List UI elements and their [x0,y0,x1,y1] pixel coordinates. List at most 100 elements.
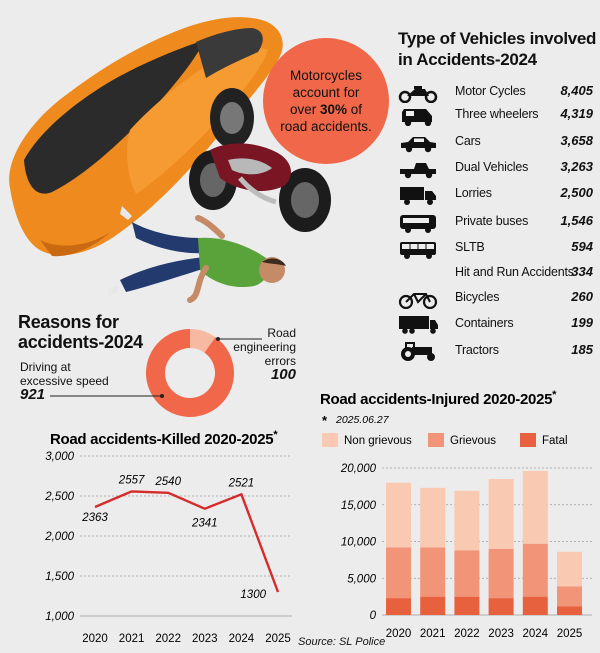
vehicle-label: Cars [455,134,481,148]
killed-x-tick: 2023 [192,633,218,645]
killed-y-tick: 1,500 [45,571,74,583]
legend-label: Grievous [450,435,496,447]
vehicle-row: Private buses 1,546 [398,211,593,235]
injured-x-ticks: 2020 2021 2022 2023 2024 2025 [386,628,583,640]
killed-data-label: 1300 [240,589,266,601]
vehicle-row: Bicycles 260 [398,287,593,311]
legend-swatch [322,433,338,447]
killed-x-tick: 2024 [229,633,255,645]
injured-bar-non-grievous [420,487,446,548]
bicycle-icon [398,289,438,310]
injured-y-tick: 10,000 [341,537,377,549]
legend-label: Fatal [542,435,568,447]
speed-value: 921 [20,386,46,403]
vehicle-row: Three wheelers 4,319 [398,104,593,128]
road-value: 100 [270,366,296,383]
vehicle-label: Three wheelers [455,107,539,121]
injured-bar-grievous [488,548,514,599]
reasons-title: Reasons for accidents-2024 [18,312,143,352]
bubble-line-4: road accidents. [280,119,372,134]
lorry-icon [398,185,438,205]
source-note: Source: SL Police [298,636,386,648]
vehicle-row: Containers 199 [398,313,593,337]
reasons-leaders [50,337,262,398]
injured-bar-fatal [420,596,446,615]
injured-bar-non-grievous [454,490,480,551]
vehicle-value: 8,405 [560,83,593,98]
injured-x-tick: 2020 [386,628,412,640]
killed-x-tick: 2022 [155,633,181,645]
donut-segment-speed [146,329,234,417]
injured-bar-fatal [522,596,548,615]
container-truck-icon [398,315,438,335]
injured-bar-chart: Road accidents-Injured 2020-2025* * 2025… [320,389,592,640]
injured-y-tick: 0 [370,610,377,622]
pickup-icon [398,159,438,179]
killed-y-tick: 1,000 [45,611,74,623]
injured-x-tick: 2023 [488,628,514,640]
injured-bar-fatal [454,596,480,615]
injured-bar-grievous [454,550,480,597]
vehicle-row: Cars 3,658 [398,131,593,155]
injured-bar-non-grievous [488,479,514,549]
tractor-icon [398,342,438,362]
car-icon [398,133,438,153]
vehicle-label: Tractors [455,343,499,357]
vehicle-value: 4,319 [560,106,593,121]
killed-y-ticks: 1,000 1,500 2,000 2,500 3,000 [44,451,74,623]
vehicle-label: Private buses [455,214,529,228]
vehicle-label: Lorries [455,186,492,200]
motorcycle-icon [398,83,438,104]
injured-bar-fatal [386,598,411,615]
killed-y-tick: 2,000 [44,531,74,543]
injured-bar-grievous [522,543,548,597]
injured-bar-non-grievous [522,470,548,544]
injured-y-tick: 5,000 [347,573,376,585]
injured-y-ticks: 0 5,000 10,000 15,000 20,000 [340,463,377,622]
injured-bar-fatal [557,606,582,615]
injured-bar-non-grievous [557,551,582,587]
killed-data-label: 2521 [228,477,255,489]
vehicle-value: 2,500 [560,185,593,200]
bubble-line-3: over 30% of [289,102,363,117]
killed-x-tick: 2025 [265,633,291,645]
road-label: Road engineering errors [233,326,296,368]
killed-data-labels: 2363 2557 2540 2341 2521 1300 [81,474,266,601]
injured-bar-non-grievous [386,482,411,548]
legend-label: Non grievous [344,435,412,447]
vehicle-value: 199 [571,315,593,330]
killed-x-tick: 2020 [82,633,108,645]
killed-series-line [94,490,280,593]
bubble-highlight: 30% [319,102,348,117]
vehicle-label: SLTB [455,240,485,254]
vehicle-row: SLTB 594 [398,237,593,261]
vehicle-label: Containers [455,316,514,330]
reasons-donut-chart [146,329,234,417]
vehicle-label: Dual Vehicles [455,160,529,174]
killed-line-chart: Road accidents-Killed 2020-2025* 1,0001,… [44,429,292,645]
injured-bar-fatal [488,598,514,615]
injured-bars [386,470,582,615]
injured-y-tick: 20,000 [340,463,377,475]
injured-bar-grievous [386,547,411,599]
killed-data-label: 2363 [81,512,108,524]
accident-scene-illustration [9,17,331,303]
vehicle-value: 594 [571,239,593,254]
injured-x-tick: 2022 [454,628,480,640]
legend-swatch [428,433,444,447]
injured-x-tick: 2024 [523,628,549,640]
vehicles-title: Type of Vehicles involved in Accidents-2… [398,29,597,69]
vehicle-value: 3,658 [560,133,593,148]
vehicle-label: Hit and Run Accidents [455,265,574,279]
vehicle-value: 1,546 [560,213,593,228]
vehicle-value: 3,263 [560,159,593,174]
three-wheeler-icon [398,106,438,127]
vehicle-row: Hit and Run Accidents 334 [398,262,593,286]
vehicle-row: Tractors 185 [398,340,593,364]
bubble-line-1: Motorcycles [289,68,362,83]
vehicle-value: 260 [571,289,593,304]
injured-legend: Non grievous Grievous Fatal [322,433,568,447]
injured-bar-grievous [420,547,446,597]
killed-data-label: 2540 [154,476,181,488]
vehicle-row: Lorries 2,500 [398,183,593,207]
